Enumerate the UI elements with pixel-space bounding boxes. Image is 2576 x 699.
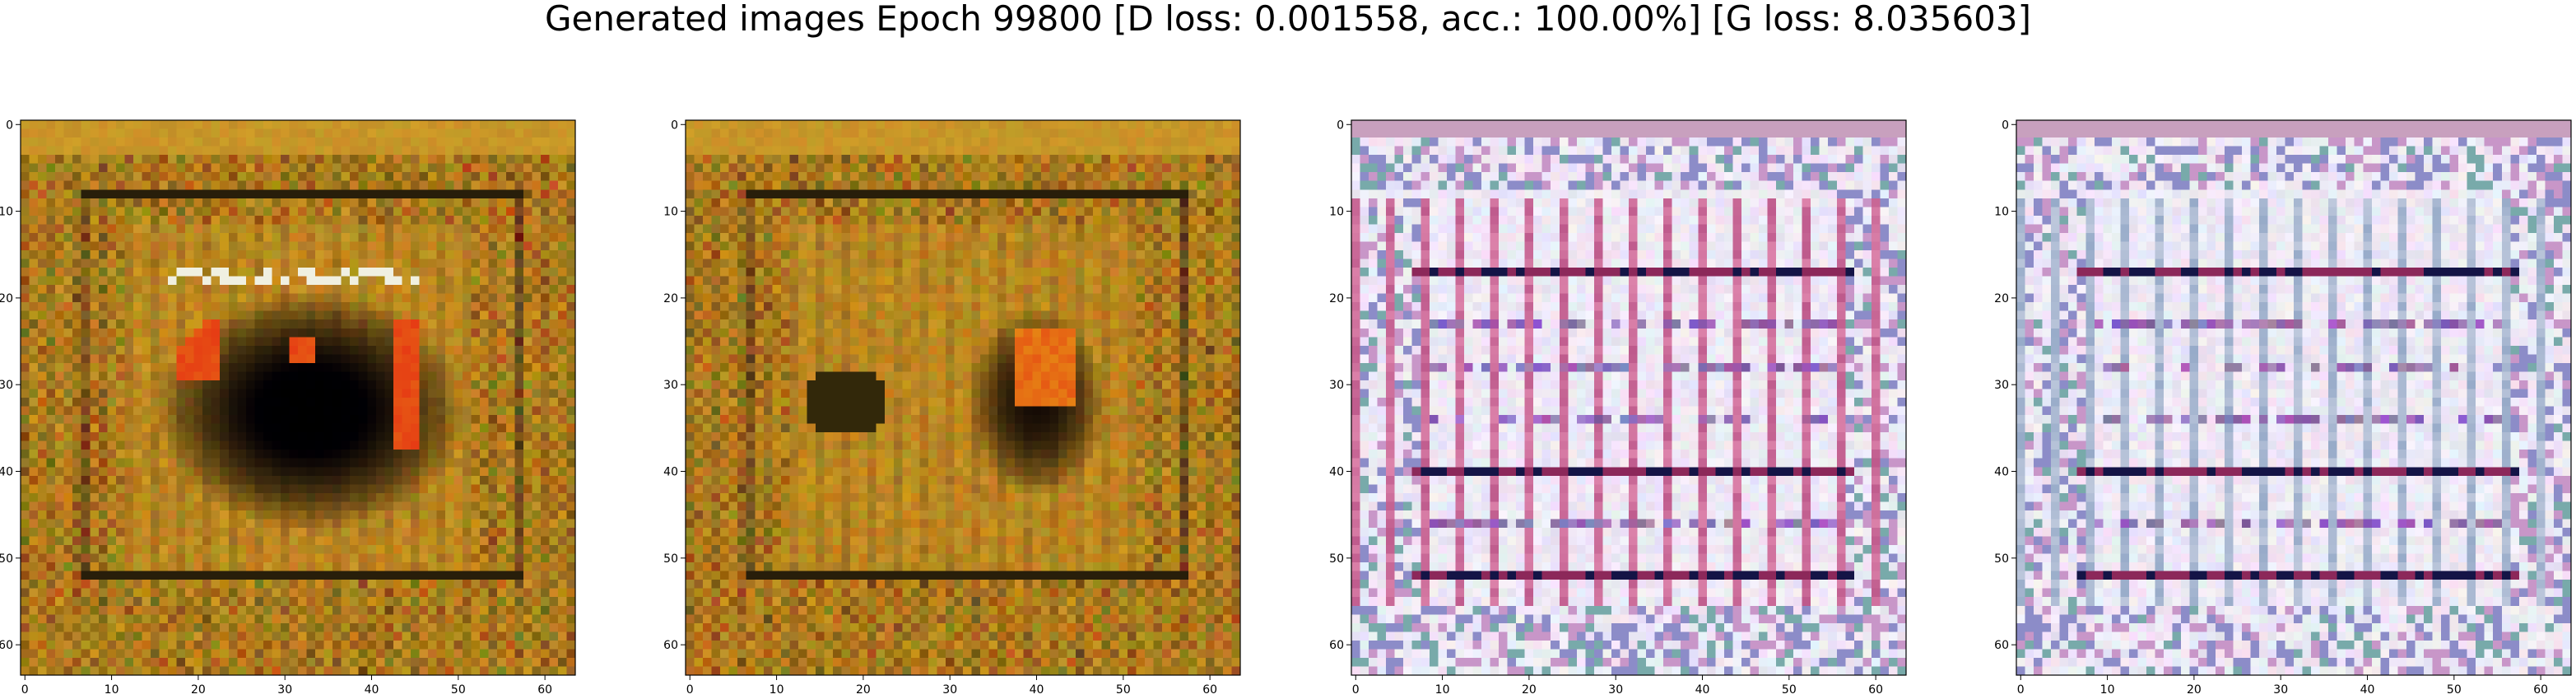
image-plot-1: 0 10 20 30 40 50 60 0 10 20 30 40 50 60 [0, 107, 593, 696]
y-tick-label: 10 [663, 206, 678, 219]
y-tick-label: 0 [2002, 119, 2009, 132]
image-panel-1: 0 10 20 30 40 50 60 0 10 20 30 40 50 60 [0, 107, 593, 696]
y-tick-label: 50 [0, 552, 13, 566]
y-tick-label: 40 [0, 466, 13, 479]
x-tick-label: 60 [537, 683, 552, 697]
image-panel-4: 0 10 20 30 40 50 60 0 10 20 30 40 50 60 [1996, 107, 2576, 696]
y-tick-label: 60 [1994, 639, 2009, 652]
x-tick-label: 40 [2360, 683, 2375, 697]
image-plot-3: 0 10 20 30 40 50 60 0 10 20 30 40 50 60 [1331, 107, 1923, 696]
x-tick-label: 0 [1352, 683, 1360, 697]
image-panel-3: 0 10 20 30 40 50 60 0 10 20 30 40 50 60 [1331, 107, 1923, 696]
x-tick-label: 50 [1116, 683, 1131, 697]
image-plot-2: 0 10 20 30 40 50 60 0 10 20 30 40 50 60 [665, 107, 1258, 696]
x-tick-label: 30 [2273, 683, 2288, 697]
generated-image [1351, 120, 1906, 675]
y-tick-label: 20 [663, 292, 678, 305]
y-tick-label: 60 [1329, 639, 1344, 652]
x-tick-label: 40 [365, 683, 379, 697]
generated-image [21, 120, 575, 675]
y-tick-label: 10 [1994, 206, 2009, 219]
y-tick-label: 60 [663, 639, 678, 652]
y-tick-label: 50 [1329, 552, 1344, 566]
image-panel-2: 0 10 20 30 40 50 60 0 10 20 30 40 50 60 [665, 107, 1258, 696]
y-tick-label: 0 [6, 119, 13, 132]
x-tick-label: 20 [2187, 683, 2202, 697]
y-tick-label: 30 [663, 379, 678, 392]
x-tick-label: 60 [2533, 683, 2548, 697]
x-tick-label: 30 [942, 683, 957, 697]
x-tick-label: 0 [686, 683, 694, 697]
y-tick-label: 40 [1994, 466, 2009, 479]
x-tick-label: 20 [1522, 683, 1537, 697]
y-tick-label: 0 [671, 119, 678, 132]
y-tick-label: 30 [1994, 379, 2009, 392]
x-tick-label: 0 [21, 683, 29, 697]
x-tick-label: 10 [105, 683, 119, 697]
x-tick-label: 50 [2447, 683, 2462, 697]
x-tick-label: 50 [451, 683, 466, 697]
x-tick-label: 50 [1782, 683, 1797, 697]
x-tick-label: 30 [277, 683, 292, 697]
x-tick-label: 0 [2017, 683, 2025, 697]
x-tick-label: 30 [1608, 683, 1623, 697]
x-tick-label: 10 [1435, 683, 1450, 697]
x-tick-label: 10 [770, 683, 784, 697]
y-tick-label: 40 [663, 466, 678, 479]
y-tick-label: 20 [1994, 292, 2009, 305]
y-tick-label: 20 [0, 292, 13, 305]
generated-image [2016, 120, 2571, 675]
x-tick-label: 60 [1202, 683, 1217, 697]
y-tick-label: 40 [1329, 466, 1344, 479]
y-tick-label: 20 [1329, 292, 1344, 305]
y-tick-label: 0 [1337, 119, 1344, 132]
y-tick-label: 50 [663, 552, 678, 566]
x-tick-label: 20 [191, 683, 206, 697]
x-tick-label: 10 [2100, 683, 2115, 697]
x-tick-label: 20 [856, 683, 871, 697]
x-tick-label: 40 [1695, 683, 1710, 697]
figure-title: Generated images Epoch 99800 [D loss: 0.… [0, 0, 2576, 51]
y-tick-label: 50 [1994, 552, 2009, 566]
y-tick-label: 30 [1329, 379, 1344, 392]
y-tick-label: 10 [1329, 206, 1344, 219]
y-tick-label: 10 [0, 206, 13, 219]
x-tick-label: 40 [1030, 683, 1044, 697]
x-tick-label: 60 [1868, 683, 1883, 697]
image-plot-4: 0 10 20 30 40 50 60 0 10 20 30 40 50 60 [1996, 107, 2576, 696]
y-tick-label: 60 [0, 639, 13, 652]
generated-image [686, 120, 1240, 675]
y-tick-label: 30 [0, 379, 13, 392]
